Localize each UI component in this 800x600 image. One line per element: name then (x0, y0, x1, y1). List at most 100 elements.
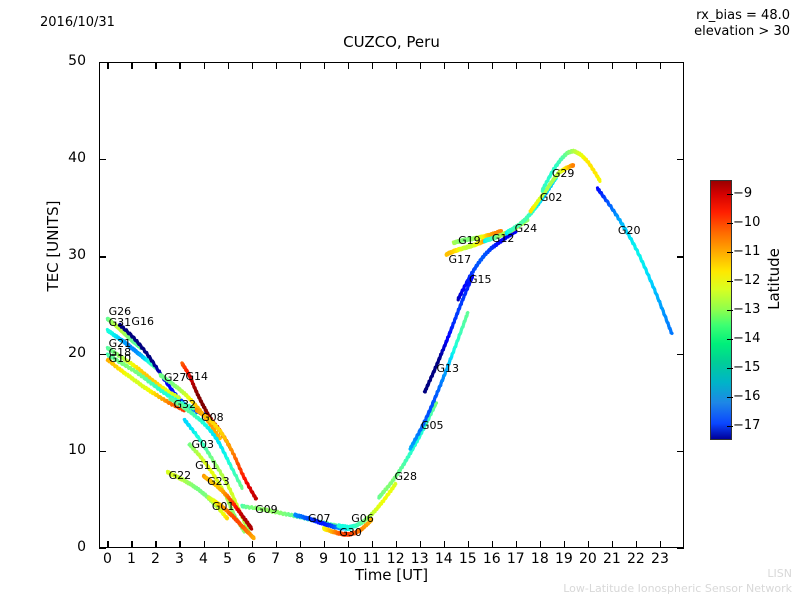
satellite-label-g26: G26 (108, 304, 132, 318)
x-tick-mark (203, 62, 205, 69)
x-tick-mark (299, 62, 301, 69)
x-tick-label: 20 (578, 551, 597, 567)
satellite-label-g27: G27 (163, 370, 187, 384)
x-tick-mark (443, 62, 446, 69)
colorbar-tick-label: −9 (733, 186, 753, 202)
satellite-label-g07: G07 (308, 511, 331, 525)
x-tick-mark (515, 62, 518, 69)
x-tick-label: 7 (271, 551, 281, 567)
x-tick-mark (179, 62, 181, 69)
colorbar-tick-mark (727, 338, 733, 340)
plot-frame (99, 62, 684, 548)
satellite-label-g30: G30 (339, 526, 362, 540)
x-tick-mark (587, 62, 590, 69)
x-tick-label: 6 (247, 551, 256, 567)
satellite-label-g14: G14 (185, 369, 209, 383)
x-tick-mark (227, 541, 229, 548)
x-tick-label: 3 (175, 551, 184, 567)
x-tick-mark (323, 62, 325, 69)
colorbar-tick-mark (727, 367, 733, 369)
satellite-label-g24: G24 (514, 222, 538, 236)
x-tick-mark (155, 541, 157, 548)
x-tick-mark (371, 62, 373, 69)
x-tick-mark (467, 62, 470, 69)
colorbar-gradient (711, 181, 731, 439)
x-tick-label: 12 (386, 551, 405, 567)
watermark-acronym: LISN (767, 567, 792, 581)
colorbar-tick-mark (727, 281, 733, 283)
x-tick-mark (563, 62, 566, 69)
satellite-label-g11: G11 (195, 459, 218, 473)
x-tick-label: 23 (651, 551, 669, 567)
y-axis-label: TEC [UNITS] (44, 200, 62, 292)
colorbar-tick-label: −13 (733, 302, 761, 317)
y-tick-mark (99, 353, 106, 355)
y-tick-mark-right (677, 548, 684, 550)
colorbar-tick-mark (727, 396, 733, 398)
x-tick-mark (347, 541, 349, 548)
x-tick-mark (395, 541, 397, 548)
date-label: 2016/10/31 (40, 15, 115, 30)
x-tick-label: 22 (627, 551, 645, 567)
x-tick-mark (659, 62, 662, 69)
page-title: CUZCO, Peru (343, 33, 440, 51)
colorbar-tick-mark (727, 310, 733, 311)
satellite-label-g20: G20 (617, 224, 641, 238)
satellite-label-g23: G23 (207, 474, 230, 488)
watermark-full-name: Low-Latitude Ionospheric Sensor Network (563, 581, 792, 595)
x-tick-mark (371, 541, 373, 548)
satellite-label-g31: G31 (108, 316, 132, 330)
y-tick-mark (99, 548, 106, 550)
colorbar-tick-label: −16 (733, 388, 761, 404)
x-tick-mark (539, 62, 542, 69)
y-tick-mark-right (677, 450, 684, 453)
colorbar-tick-mark (727, 194, 733, 196)
y-tick-label: 20 (68, 344, 86, 361)
y-tick-label: 50 (68, 53, 86, 69)
x-tick-mark (107, 62, 109, 69)
x-tick-mark (515, 541, 518, 548)
y-tick-label: 30 (68, 247, 86, 264)
y-tick-label: 40 (68, 150, 86, 167)
tec-scatter-plot (105, 148, 674, 541)
x-axis-label: Time [UT] (354, 566, 429, 584)
x-tick-mark (251, 62, 253, 69)
plot-annotations: rx_bias = 48.0 elevation > 30 (694, 8, 790, 41)
elevation-annotation: elevation > 30 (694, 24, 790, 40)
x-tick-mark (251, 541, 253, 548)
colorbar-tick-label: −15 (733, 359, 761, 375)
satellite-label-g02: G02 (539, 191, 563, 205)
x-tick-label: 18 (530, 551, 549, 567)
satellite-label-g18: G18 (108, 345, 132, 359)
x-tick-label: 15 (458, 551, 477, 567)
satellite-label-g15: G15 (468, 272, 492, 286)
satellite-label-g32: G32 (173, 398, 196, 412)
rx-bias-annotation: rx_bias = 48.0 (696, 8, 790, 23)
colorbar-tick-label: −17 (733, 417, 761, 433)
x-tick-mark (491, 62, 494, 69)
x-tick-label: 4 (199, 551, 208, 567)
colorbar-tick-label: −14 (733, 330, 761, 346)
y-tick-mark (99, 62, 106, 64)
x-tick-mark (491, 541, 494, 548)
y-tick-mark (99, 450, 106, 453)
x-tick-mark (275, 62, 277, 69)
satellite-label-g28: G28 (394, 470, 418, 484)
colorbar-tick-label: −12 (733, 273, 761, 289)
x-tick-mark (563, 541, 566, 548)
watermark: LISN Low-Latitude Ionospheric Sensor Net… (563, 567, 792, 596)
x-tick-mark (395, 62, 397, 69)
x-tick-mark (419, 62, 422, 69)
satellite-label-g01: G01 (211, 500, 235, 514)
x-tick-label: 1 (126, 551, 136, 567)
x-tick-mark (179, 541, 181, 548)
x-tick-label: 0 (102, 551, 112, 567)
x-tick-mark (131, 541, 133, 548)
x-tick-mark (611, 62, 614, 69)
y-tick-mark (99, 159, 106, 161)
x-tick-mark (275, 541, 277, 548)
satellite-label-g12: G12 (491, 231, 515, 245)
y-tick-mark (99, 256, 106, 258)
x-tick-mark (443, 541, 446, 548)
x-tick-label: 19 (554, 551, 573, 567)
